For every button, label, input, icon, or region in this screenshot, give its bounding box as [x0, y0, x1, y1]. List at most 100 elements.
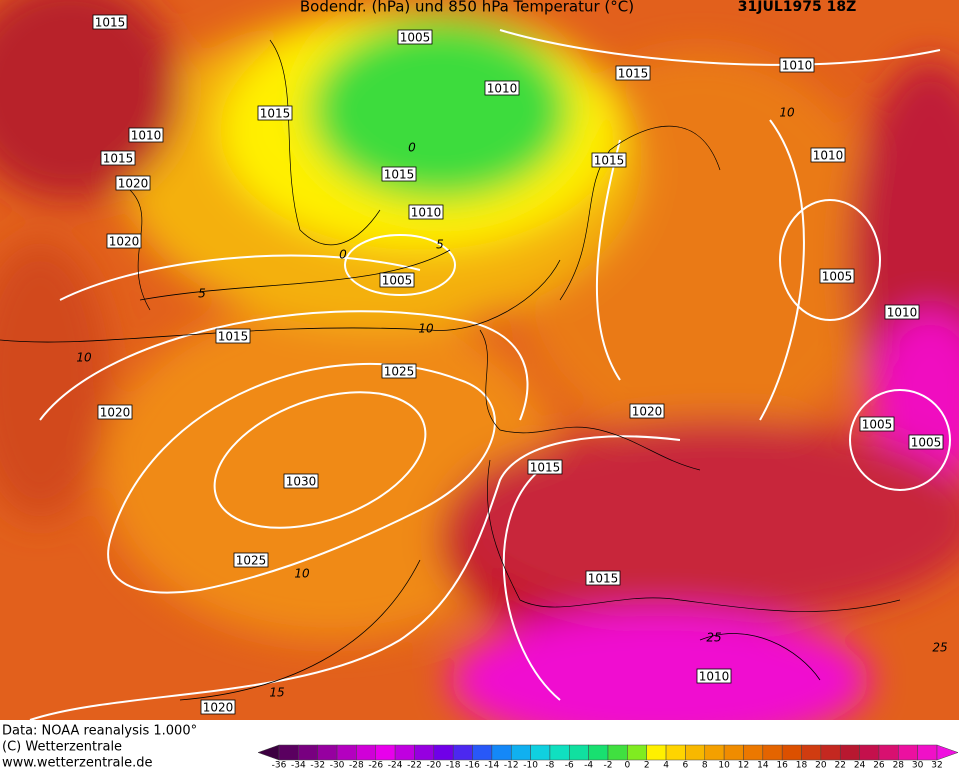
colorbar-segment: [452, 744, 473, 761]
colorbar-label: -2: [604, 761, 613, 770]
isobar-label: 1020: [100, 406, 131, 420]
colorbar-segment: [491, 744, 512, 761]
isobar-label: 1010: [411, 206, 442, 220]
colorbar-segment: [317, 744, 338, 761]
isobar-label: 1010: [887, 306, 918, 320]
colorbar-segment: [898, 744, 918, 761]
isobar-label-box: [283, 473, 319, 489]
isobar-label: 1010: [782, 59, 813, 73]
colorbar-segment: [394, 744, 415, 761]
isobar-label-box: [97, 404, 133, 420]
isobar-label: 1015: [260, 107, 291, 121]
isobar-label: 1010: [487, 82, 518, 96]
colorbar-label: 8: [702, 761, 708, 770]
colorbar-segment: [278, 744, 299, 761]
isobar-label-box: [779, 57, 815, 73]
colorbar-segment: [936, 744, 959, 761]
colorbar-segment: [588, 744, 609, 761]
isobar-label: 1010: [131, 129, 162, 143]
isobar-label: 1015: [103, 152, 134, 166]
colorbar-segment: [298, 744, 318, 761]
colorbar-label: -32: [310, 761, 325, 770]
isobar-label: 1015: [588, 572, 619, 586]
colorbar-label: 6: [683, 761, 689, 770]
footer-line: Data: NOAA reanalysis 1.000°: [2, 724, 197, 739]
isobar-label-box: [408, 204, 444, 220]
isobar-label-box: [859, 416, 895, 432]
isotherm-label: 5: [198, 287, 206, 301]
colorbar-segment: [859, 744, 880, 761]
colorbar-label: -14: [485, 761, 500, 770]
isobar-label-box: [128, 127, 164, 143]
colorbar-segment: [356, 744, 377, 761]
colorbar-label: 14: [757, 761, 769, 770]
isotherm-label: 25: [706, 631, 721, 645]
colorbar-label: 26: [873, 761, 885, 770]
colorbar-label: 0: [624, 761, 630, 770]
isobar-label-box: [696, 668, 732, 684]
isobar-label-box: [615, 65, 651, 81]
isobar-label-box: [527, 459, 563, 475]
colorbar-label: 32: [931, 761, 942, 770]
colorbar-label: -12: [504, 761, 519, 770]
colorbar: -36 -34 -32 -30 -28 -26 -24 -22 -20 -18 -16 -14 -12-…: [257, 744, 959, 770]
isobar-label-box: [908, 434, 944, 450]
colorbar-segment: [472, 744, 493, 761]
map-title: Bodendr. (hPa) und 850 hPa Temperatur (°…: [300, 0, 634, 16]
colorbar-label: -26: [368, 761, 383, 770]
isobar-label-box: [100, 150, 136, 166]
colorbar-segment: [607, 744, 628, 761]
colorbar-label: 2: [644, 761, 650, 770]
isotherm-label: 10: [779, 106, 795, 120]
isobar-label: 1020: [203, 701, 234, 715]
colorbar-label: 22: [835, 761, 846, 770]
isobar-label-box: [819, 268, 855, 284]
footer-line: (C) Wetterzentrale: [2, 740, 122, 755]
map-date: 31JUL1975 18Z: [738, 0, 856, 15]
isobar-label-box: [379, 272, 415, 288]
colorbar-segment: [646, 744, 667, 761]
colorbar-label: 16: [776, 761, 788, 770]
colorbar-label: 24: [854, 761, 866, 770]
isobar-label-box: [397, 29, 433, 45]
colorbar-label: -6: [565, 761, 574, 770]
isotherm-label: 10: [418, 322, 434, 336]
isobar-label: 1020: [109, 235, 140, 249]
isobar-label: 1005: [382, 274, 413, 288]
colorbar-segment: [336, 744, 357, 761]
isobar-label: 1010: [699, 670, 730, 684]
colorbar-segment: [839, 744, 860, 761]
isotherm-label: 25: [932, 641, 947, 655]
isobar-label: 1005: [400, 31, 431, 45]
isobar-label: 1015: [95, 16, 126, 30]
isobar-label-box: [381, 166, 417, 182]
isobar-label-box: [591, 152, 627, 168]
colorbar-label: 10: [718, 761, 730, 770]
isobar-label: 1030: [286, 475, 317, 489]
colorbar-segment: [781, 744, 802, 761]
isobar-label-box: [257, 105, 293, 121]
isobar-label-box: [484, 80, 520, 96]
colorbar-segment: [375, 744, 396, 761]
isotherm-label: 10: [294, 567, 310, 581]
colorbar-segment: [723, 744, 744, 761]
isobar-label: 1020: [632, 405, 663, 419]
colorbar-label: -8: [545, 761, 554, 770]
isotherm-label: 0: [408, 141, 416, 155]
isobar-label: 1005: [911, 436, 942, 450]
isotherm-label: 5: [436, 238, 444, 252]
colorbar-segment: [801, 744, 822, 761]
colorbar-label: -36: [272, 761, 287, 770]
isobar-label-box: [215, 328, 251, 344]
temperature-field: [0, 0, 959, 720]
isobar-label: 1015: [384, 168, 415, 182]
isobar-label-box: [810, 147, 846, 163]
colorbar-label: -34: [291, 761, 306, 770]
colorbar-label: -30: [330, 761, 345, 770]
colorbar-label: 4: [663, 761, 669, 770]
footer-line: www.wetterzentrale.de: [2, 756, 152, 770]
isobar-label: 1015: [618, 67, 649, 81]
isobar-label-box: [115, 175, 151, 191]
colorbar-label: -22: [407, 761, 422, 770]
